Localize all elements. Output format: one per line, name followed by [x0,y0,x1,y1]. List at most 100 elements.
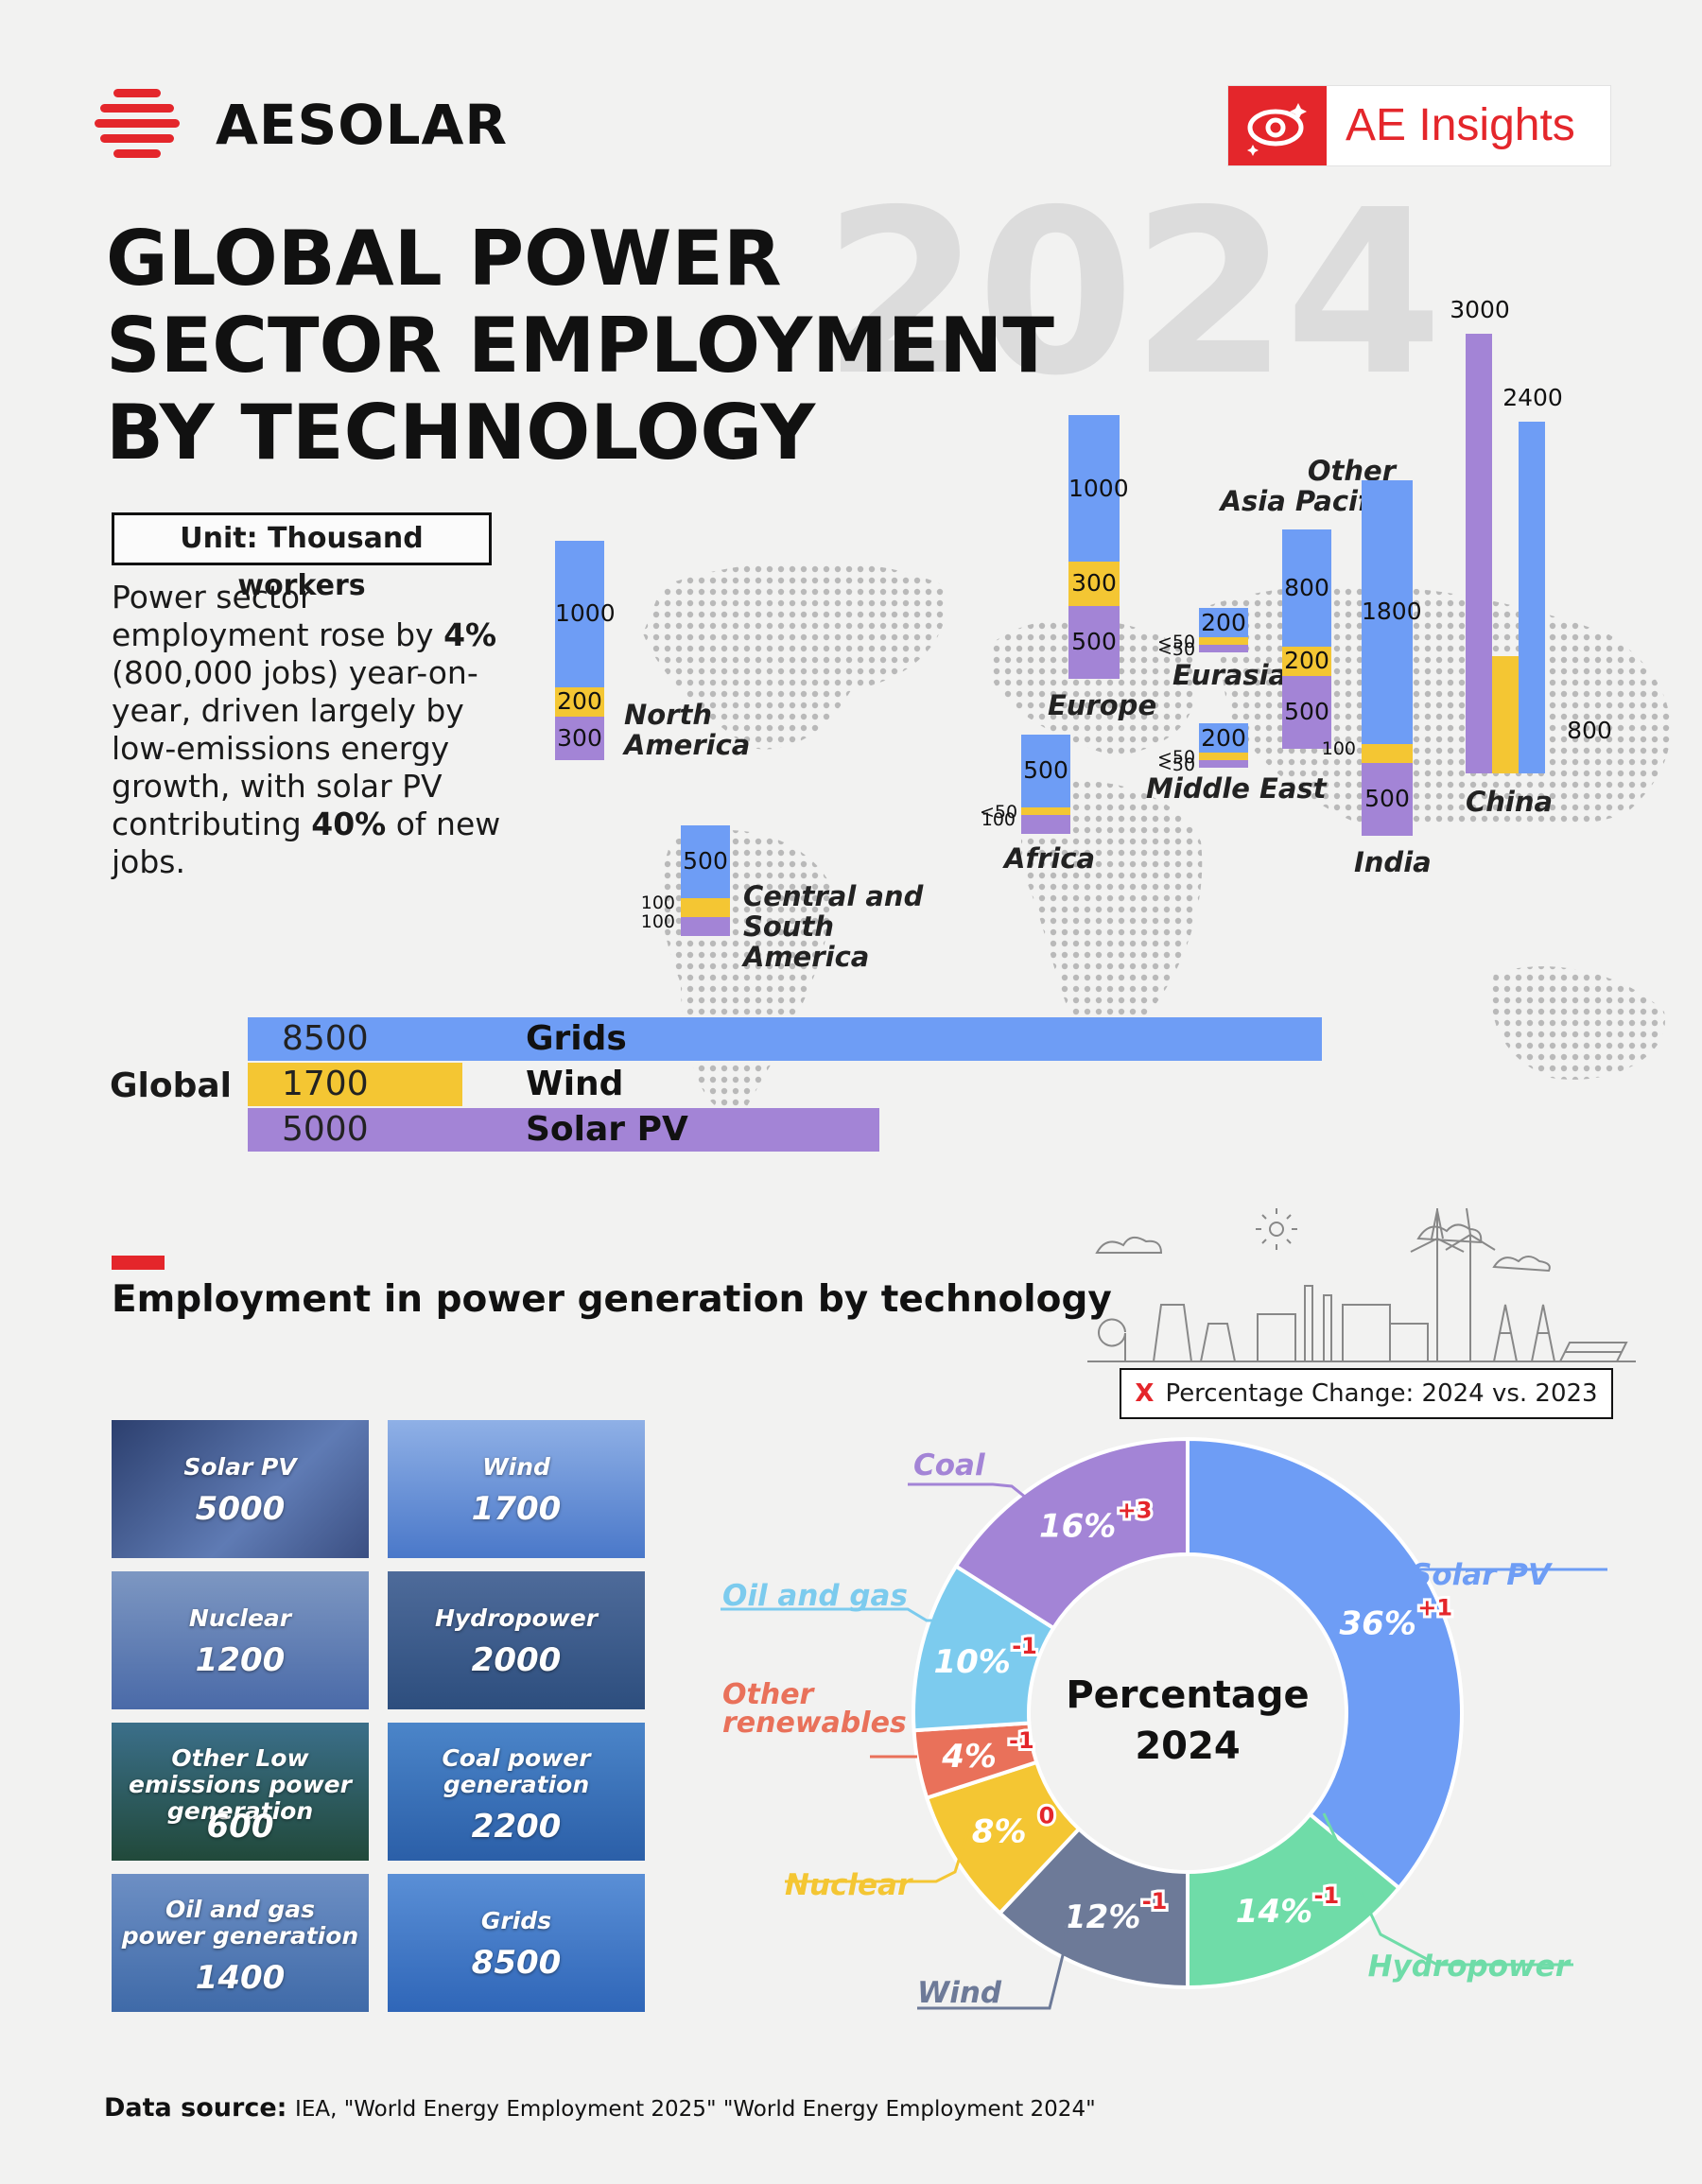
bar-solar-6 [1282,675,1331,749]
bar-label-solar-1: 100 [640,911,675,932]
slice-name-label: renewables [722,1707,907,1740]
slice-change-label: +1 [1417,1594,1452,1621]
donut-center-title: Percentage [1066,1673,1309,1717]
bar-wind-5 [1199,753,1248,760]
bar-label-wind-6: 200 [1284,647,1329,674]
slice-percent-label: 36% [1340,1604,1416,1642]
bar-wind-0 [555,686,604,717]
tile-value: 1700 [471,1490,562,1528]
bar-grids-6 [1282,529,1331,647]
tile-name: Hydropower [434,1604,599,1632]
slice-percent-label: 10% [933,1643,1010,1681]
tile-value: 2000 [471,1641,562,1679]
tile-value: 1400 [195,1959,286,1997]
tile-value: 5000 [195,1490,286,1528]
slice-change-label: +3 [1118,1497,1153,1523]
tile-other-low-emissions-power-generation: Other Low emissions power generation 600 [112,1723,369,1861]
energy-skyline-illustration [1087,1207,1636,1362]
china-wind-label: 800 [1567,717,1612,744]
leader-line [917,1907,1070,2010]
bar-label-grids-3: 1000 [1068,474,1129,502]
bar-solar-3 [1068,605,1120,679]
bar-label-wind-2: <50 [980,802,1018,823]
bar-label-solar-7: 500 [1364,785,1410,813]
leader-line [785,1829,970,1883]
tile-name: Other Low emissions power generation [129,1744,352,1825]
bar-solar-2 [1021,815,1070,834]
region-name-1: Central and South America [743,880,924,973]
slice-change-label: -1 [1012,1633,1037,1659]
bar-solar-5 [1199,760,1248,768]
bar-grids-5 [1199,723,1248,753]
world-map-dots [643,561,1671,1113]
tile-value: 600 [206,1808,274,1846]
tile-nuclear: Nuclear 1200 [112,1571,369,1709]
brand-name: AESOLAR [216,93,509,157]
slice-percent-label: 14% [1236,1893,1312,1931]
tile-grids: Grids 8500 [388,1874,645,2012]
region-name-8: China [1466,786,1554,818]
bar-solar-4 [1199,645,1248,652]
tile-value: 1200 [195,1641,286,1679]
bar-label-grids-5: 200 [1201,723,1246,752]
tile-coal-power-generation: Coal power generation 2200 [388,1723,645,1861]
aesolar-logo-icon [95,87,180,159]
region-name-3: Europe [1048,689,1157,721]
ae-insights-badge[interactable]: AE Insights [1227,85,1611,166]
global-bar-chart: 8500 Grids 1700 Wind 5000 Solar PV [248,1017,1322,1152]
bar-wind-2 [1021,807,1070,815]
region-name-4: Eurasia [1172,659,1288,691]
slice-percent-label: 16% [1039,1507,1116,1545]
region-name-2: Africa [1004,842,1096,875]
bar-label-solar-4: <50 [1157,639,1196,660]
bar-label-solar-0: 300 [557,723,602,752]
tile-name: Solar PV [183,1453,297,1481]
bar-grids-3 [1068,415,1120,562]
data-source: Data source: IEA, "World Energy Employme… [104,2093,1096,2123]
solar-share: 40% [311,806,387,842]
title-line-1: GLOBAL POWER [106,215,782,303]
section-marker [112,1256,165,1270]
bar-label-wind-7: 100 [1321,737,1356,759]
tile-oil-and-gas-power-generation: Oil and gas power generation 1400 [112,1874,369,2012]
bar-wind-4 [1199,637,1248,645]
slice-change-label: 0 [1039,1803,1055,1829]
tile-name: Oil and gas power generation [121,1896,359,1950]
bar-grids-1 [681,824,730,898]
china-solar-bar [1466,334,1492,773]
tile-name: Coal power generation [442,1744,591,1798]
bar-wind-6 [1282,646,1331,676]
badge-label: AE Insights [1346,100,1575,150]
leader-line [1322,1812,1573,1967]
global-label: Global [110,1066,233,1105]
donut-slice-coal [953,1436,1190,1631]
bar-label-wind-1: 100 [640,893,675,913]
title-line-2: SECTOR EMPLOYMENT [106,302,1054,390]
slice-name-label: Hydropower [1368,1950,1572,1984]
tile-name: Nuclear [188,1604,292,1632]
slice-percent-label: 4% [941,1738,997,1776]
year-watermark: 2024 [823,161,1443,425]
bar-grids-0 [555,540,604,687]
percentage-change-legend: X Percentage Change: 2024 vs. 2023 [1120,1368,1613,1419]
page-title: GLOBAL POWER SECTOR EMPLOYMENT BY TECHNO… [106,216,1054,477]
region-name-0: North America [624,699,751,761]
global-value: 5000 [282,1110,369,1149]
china-grids-bar [1519,422,1545,773]
tile-name: Grids [480,1907,552,1934]
region-name-7: India [1354,846,1432,878]
bar-wind-3 [1068,562,1120,606]
eye-icon [1228,86,1327,165]
slice-name-label: Wind [917,1976,1002,2010]
bar-wind-7 [1362,743,1413,763]
bar-label-wind-3: 300 [1071,569,1117,598]
bar-label-grids-1: 500 [683,847,728,875]
region-name-5: Middle East [1146,772,1327,805]
slice-name-label: Solar PV [1411,1558,1554,1592]
tile-hydropower: Hydropower 2000 [388,1571,645,1709]
bar-solar-7 [1362,762,1413,836]
tile-name: Wind [482,1453,550,1481]
donut-slice-solar-pv [1186,1436,1464,1891]
